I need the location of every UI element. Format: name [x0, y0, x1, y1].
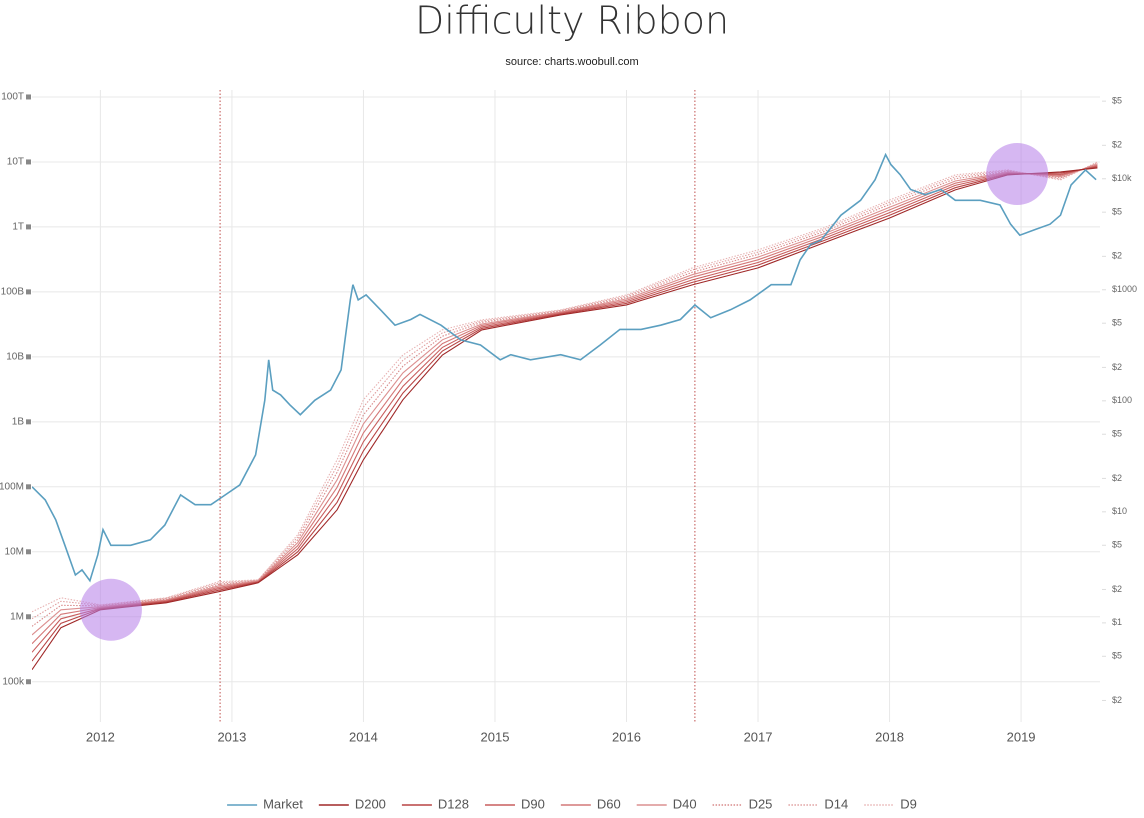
y-tick-label: 1M — [10, 611, 24, 622]
highlight-circle — [79, 578, 142, 641]
series-line — [32, 162, 1098, 620]
y2-tick-label: $100 — [1112, 395, 1132, 405]
legend-label: D40 — [673, 796, 697, 811]
series-line — [32, 167, 1098, 671]
y-tick-mark — [26, 484, 31, 490]
x-tick-label: 2018 — [875, 729, 904, 744]
legend-label: D200 — [355, 796, 386, 811]
y2-tick-label: $2 — [1112, 140, 1122, 150]
legend-label: D9 — [900, 796, 917, 811]
y-tick-mark — [26, 354, 31, 360]
y-tick-label: 10T — [7, 157, 24, 168]
x-tick-label: 2017 — [744, 729, 773, 744]
x-tick-label: 2016 — [612, 729, 641, 744]
y-tick-mark — [26, 159, 31, 165]
y2-tick-label: $2 — [1112, 473, 1122, 483]
y-tick-mark — [26, 679, 31, 685]
y2-tick-label: $2 — [1112, 695, 1122, 705]
y2-tick-label: $5 — [1112, 651, 1122, 661]
legend-label: Market — [263, 796, 303, 811]
y2-tick-label: $5 — [1112, 96, 1122, 106]
y2-tick-label: $2 — [1112, 251, 1122, 261]
y2-tick-label: $10 — [1112, 506, 1127, 516]
y-tick-label: 10B — [6, 352, 24, 363]
legend-label: D90 — [521, 796, 545, 811]
y2-tick-label: $5 — [1112, 429, 1122, 439]
y-tick-label: 1T — [12, 222, 24, 233]
y2-tick-label: $5 — [1112, 540, 1122, 550]
y-tick-label: 10M — [5, 546, 24, 557]
y-tick-label: 100T — [1, 92, 24, 103]
x-tick-label: 2019 — [1007, 729, 1036, 744]
series-line — [32, 162, 1098, 627]
y2-tick-label: $10k — [1112, 173, 1132, 183]
y-tick-mark — [26, 289, 31, 295]
y2-tick-label: $5 — [1112, 207, 1122, 217]
y-tick-label: 100M — [0, 481, 24, 492]
highlight-circle — [986, 142, 1049, 205]
y-tick-mark — [26, 614, 31, 620]
legend-label: D60 — [597, 796, 621, 811]
y-tick-mark — [26, 224, 31, 230]
x-tick-label: 2014 — [349, 729, 378, 744]
legend-label: D14 — [824, 796, 848, 811]
legend-label: D25 — [749, 796, 773, 811]
series-line — [32, 165, 1098, 653]
series-line — [32, 152, 1097, 583]
x-tick-label: 2015 — [481, 729, 510, 744]
y-tick-label: 100k — [2, 676, 25, 687]
chart-subtitle: source: charts.woobull.com — [505, 56, 638, 68]
series-line — [32, 163, 1098, 636]
y2-tick-label: $2 — [1112, 584, 1122, 594]
y2-tick-label: $1 — [1112, 617, 1122, 627]
chart-title: Difficulty Ribbon — [415, 0, 729, 43]
legend: Market D200 D128 D90 D60 D40 D25 D14 D9 — [227, 796, 917, 811]
y-tick-mark — [26, 419, 31, 425]
y2-tick-label: $2 — [1112, 362, 1122, 372]
x-tick-label: 2012 — [86, 729, 115, 744]
series-line — [32, 164, 1098, 645]
y-tick-label: 1B — [12, 416, 25, 427]
y2-tick-label: $5 — [1112, 318, 1122, 328]
y-tick-label: 100B — [1, 287, 25, 298]
x-tick-label: 2013 — [217, 729, 246, 744]
legend-label: D128 — [438, 796, 469, 811]
y2-tick-label: $1000 — [1112, 284, 1137, 294]
y-tick-mark — [26, 549, 31, 555]
y-tick-mark — [26, 94, 31, 100]
series-line — [32, 161, 1098, 613]
series-line — [32, 166, 1098, 662]
